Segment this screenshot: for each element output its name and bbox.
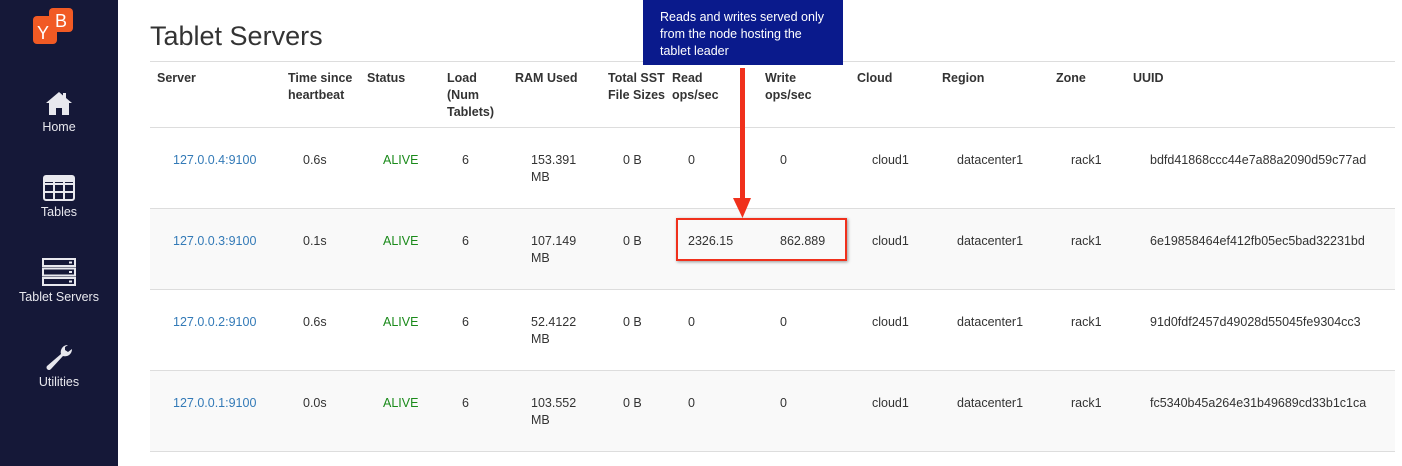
cell-region: datacenter1 xyxy=(957,396,1024,410)
cell-heartbeat: 0.1s xyxy=(303,234,327,248)
cell-uuid: 6e19858464ef412fb05ec5bad32231bd xyxy=(1150,234,1365,248)
server-icon xyxy=(42,258,76,286)
nav-tables-label: Tables xyxy=(40,205,78,219)
cell-write-ops: 0 xyxy=(780,315,787,329)
cell-uuid: fc5340b45a264e31b49689cd33b1c1ca xyxy=(1150,396,1367,410)
annotation-callout: Reads and writes served only from the no… xyxy=(643,0,843,65)
column-header-ram-used[interactable]: RAM Used xyxy=(515,71,578,85)
cell-write-ops: 0 xyxy=(780,153,787,167)
cell-ram-used: 52.4122 MB xyxy=(531,315,577,346)
column-header-uuid[interactable]: UUID xyxy=(1133,71,1164,85)
cell-ram-used: 153.391 MB xyxy=(531,153,577,184)
column-header-server[interactable]: Server xyxy=(157,71,196,85)
svg-text:B: B xyxy=(55,11,67,31)
cell-uuid: bdfd41868ccc44e7a88a2090d59c77ad xyxy=(1150,153,1367,167)
table-row: 127.0.0.4:9100 0.6s ALIVE 6 153.391 MB 0 B 0 0 c… xyxy=(150,128,1395,209)
yugabyte-logo[interactable]: Y B xyxy=(33,8,73,44)
column-header-cloud[interactable]: Cloud xyxy=(857,71,893,85)
cell-sst-size: 0 B xyxy=(623,396,642,410)
column-header-load[interactable]: Load (Num Tablets) xyxy=(447,71,494,119)
cell-read-ops: 0 xyxy=(688,315,695,329)
column-header-status[interactable]: Status xyxy=(367,71,406,85)
cell-cloud: cloud1 xyxy=(872,153,909,167)
cell-server[interactable]: 127.0.0.2:9100 xyxy=(173,315,257,329)
table-icon xyxy=(43,175,75,201)
cell-uuid: 91d0fdf2457d49028d55045fe9304cc3 xyxy=(1150,315,1361,329)
cell-server[interactable]: 127.0.0.1:9100 xyxy=(173,396,257,410)
cell-zone: rack1 xyxy=(1071,396,1102,410)
cell-region: datacenter1 xyxy=(957,234,1024,248)
cell-load: 6 xyxy=(462,234,469,248)
cell-write-ops: 0 xyxy=(780,396,787,410)
cell-sst-size: 0 B xyxy=(623,153,642,167)
column-header-write-ops[interactable]: Write ops/sec xyxy=(765,71,812,102)
cell-read-ops: 2326.15 xyxy=(688,234,734,248)
nav-tablet-servers-label: Tablet Servers xyxy=(19,290,99,304)
cell-load: 6 xyxy=(462,396,469,410)
cell-cloud: cloud1 xyxy=(872,315,909,329)
highlight-box xyxy=(676,218,847,261)
cell-zone: rack1 xyxy=(1071,315,1102,329)
tablet-servers-table: Server Time since heartbeat Status Load (Nu… xyxy=(150,61,1395,452)
cell-sst-size: 0 B xyxy=(623,315,642,329)
cell-heartbeat: 0.6s xyxy=(303,153,327,167)
annotation-arrow xyxy=(733,68,751,218)
wrench-icon xyxy=(46,344,73,370)
column-header-sst-size[interactable]: Total SST File Sizes xyxy=(608,71,665,102)
nav-home[interactable]: Home xyxy=(0,90,118,134)
cell-status: ALIVE xyxy=(383,315,419,329)
page-title: Tablet Servers xyxy=(150,21,323,51)
cell-region: datacenter1 xyxy=(957,153,1024,167)
cell-status: ALIVE xyxy=(383,396,419,410)
cell-region: datacenter1 xyxy=(957,315,1024,329)
cell-load: 6 xyxy=(462,153,469,167)
nav-tables[interactable]: Tables xyxy=(0,175,118,219)
cell-heartbeat: 0.6s xyxy=(303,315,327,329)
cell-read-ops: 0 xyxy=(688,153,695,167)
sidebar: Y B Home Tables Tablet Servers Utilities xyxy=(0,0,118,466)
column-header-read-ops[interactable]: Read ops/sec xyxy=(672,71,719,102)
nav-home-label: Home xyxy=(42,120,76,134)
cell-server[interactable]: 127.0.0.3:9100 xyxy=(173,234,257,248)
column-header-zone[interactable]: Zone xyxy=(1056,71,1086,85)
column-header-region[interactable]: Region xyxy=(942,71,985,85)
cell-status: ALIVE xyxy=(383,234,419,248)
cell-heartbeat: 0.0s xyxy=(303,396,327,410)
cell-read-ops: 0 xyxy=(688,396,695,410)
cell-ram-used: 107.149 MB xyxy=(531,234,577,265)
cell-write-ops: 862.889 xyxy=(780,234,826,248)
nav-tablet-servers[interactable]: Tablet Servers xyxy=(0,258,118,304)
cell-cloud: cloud1 xyxy=(872,234,909,248)
home-icon xyxy=(46,92,72,115)
table-row: 127.0.0.3:9100 0.1s ALIVE 6 107.149 MB 0 B 232… xyxy=(150,209,1395,290)
cell-sst-size: 0 B xyxy=(623,234,642,248)
cell-server[interactable]: 127.0.0.4:9100 xyxy=(173,153,257,167)
cell-zone: rack1 xyxy=(1071,234,1102,248)
column-header-heartbeat[interactable]: Time since heartbeat xyxy=(288,71,353,102)
svg-text:Y: Y xyxy=(37,23,49,43)
table-row: 127.0.0.2:9100 0.6s ALIVE 6 52.4122 MB 0 B 0 0 c… xyxy=(150,290,1395,371)
nav-utilities-label: Utilities xyxy=(38,375,80,389)
cell-load: 6 xyxy=(462,315,469,329)
cell-status: ALIVE xyxy=(383,153,419,167)
table-header: Server Time since heartbeat Status Load (Nu… xyxy=(150,62,1395,128)
cell-zone: rack1 xyxy=(1071,153,1102,167)
nav-utilities[interactable]: Utilities xyxy=(0,343,118,389)
table-row: 127.0.0.1:9100 0.0s ALIVE 6 103.552 MB 0 B 0 0 c… xyxy=(150,371,1395,452)
cell-cloud: cloud1 xyxy=(872,396,909,410)
cell-ram-used: 103.552 MB xyxy=(531,396,577,427)
